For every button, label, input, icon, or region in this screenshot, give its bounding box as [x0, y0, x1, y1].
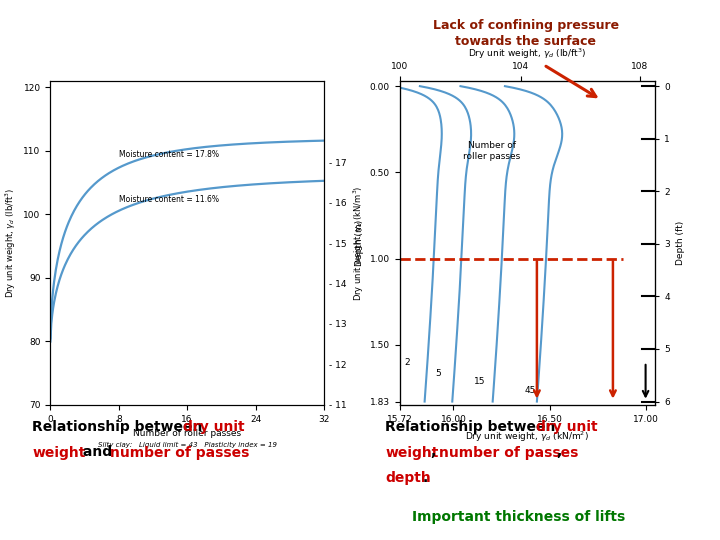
Text: 15: 15: [474, 377, 486, 386]
X-axis label: Number of roller passes: Number of roller passes: [133, 429, 241, 438]
Y-axis label: Dry unit weight, $\gamma_d$ (lb/ft$^3$): Dry unit weight, $\gamma_d$ (lb/ft$^3$): [4, 188, 18, 298]
Y-axis label: Dry unit weight, $\gamma_d$ (kN/m$^3$): Dry unit weight, $\gamma_d$ (kN/m$^3$): [352, 185, 366, 301]
Text: Relationship between: Relationship between: [385, 420, 560, 434]
Text: number of passes: number of passes: [439, 446, 579, 460]
Text: Moisture content = 17.8%: Moisture content = 17.8%: [119, 150, 219, 159]
Text: number of passes: number of passes: [110, 446, 250, 460]
Text: depth: depth: [385, 471, 431, 485]
Text: Silty clay:   Liquid limit = 43   Plasticity index = 19: Silty clay: Liquid limit = 43 Plasticity…: [98, 442, 276, 448]
Text: weight: weight: [32, 446, 86, 460]
Text: dry unit: dry unit: [183, 420, 245, 434]
Text: ,: ,: [431, 446, 441, 460]
Text: Moisture content = 11.6%: Moisture content = 11.6%: [119, 195, 219, 204]
Y-axis label: Depth (ft): Depth (ft): [675, 221, 685, 265]
Text: 45: 45: [524, 386, 536, 395]
Text: dry unit: dry unit: [536, 420, 598, 434]
Text: 5: 5: [436, 369, 441, 377]
Text: and: and: [78, 446, 117, 460]
Text: Relationship between: Relationship between: [32, 420, 207, 434]
Text: ,: ,: [557, 446, 562, 460]
Text: Important thickness of lifts: Important thickness of lifts: [412, 510, 625, 524]
Text: 2: 2: [405, 359, 410, 367]
X-axis label: Dry unit weight, $\gamma_d$ (kN/m$^2$): Dry unit weight, $\gamma_d$ (kN/m$^2$): [465, 429, 590, 444]
Y-axis label: Depth (m): Depth (m): [355, 220, 364, 266]
Text: Number of
roller passes: Number of roller passes: [463, 141, 521, 160]
Text: Lack of confining pressure
towards the surface: Lack of confining pressure towards the s…: [433, 19, 618, 48]
Text: .: .: [423, 471, 428, 485]
X-axis label: Dry unit weight, $\gamma_d$ (lb/ft$^3$): Dry unit weight, $\gamma_d$ (lb/ft$^3$): [468, 46, 587, 60]
Text: weight: weight: [385, 446, 438, 460]
